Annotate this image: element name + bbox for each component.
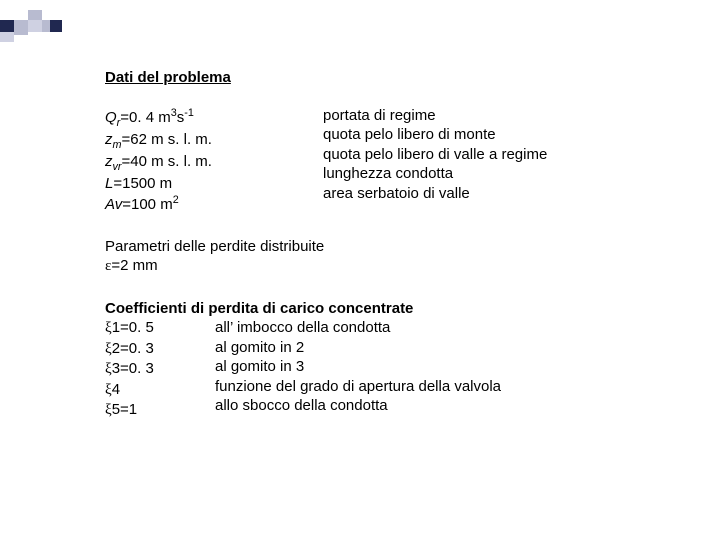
data-definitions: Qr=0. 4 m3s-1zm=62 m s. l. m.zvr=40 m s.…	[105, 106, 665, 215]
coeff-symbol: ξ1=0. 5	[105, 318, 215, 339]
data-description: area serbatoio di valle	[323, 184, 665, 204]
slide-decoration	[0, 0, 720, 40]
deco-block	[42, 20, 50, 32]
deco-block	[14, 20, 28, 32]
distributed-losses-params: Parametri delle perdite distribuite ε=2 …	[105, 237, 665, 277]
data-symbol: Av=100 m2	[105, 193, 323, 215]
coeff-description: funzione del grado di apertura della val…	[215, 377, 665, 397]
deco-block	[50, 20, 62, 32]
coeff-description: al gomito in 3	[215, 357, 665, 377]
coeff-symbol: ξ2=0. 3	[105, 339, 215, 360]
deco-block	[0, 20, 14, 32]
deco-block	[14, 32, 28, 35]
coeff-symbol: ξ3=0. 3	[105, 359, 215, 380]
data-description: quota pelo libero di monte	[323, 125, 665, 145]
deco-block	[0, 32, 14, 42]
coeff-description: all’ imbocco della condotta	[215, 318, 665, 338]
slide-content: Dati del problema Qr=0. 4 m3s-1zm=62 m s…	[105, 68, 665, 421]
coeff-description: al gomito in 2	[215, 338, 665, 358]
coeff-description: allo sbocco della condotta	[215, 396, 665, 416]
data-symbol: L=1500 m	[105, 174, 323, 194]
section-title: Dati del problema	[105, 68, 665, 88]
deco-block	[28, 20, 42, 32]
data-symbol: zvr=40 m s. l. m.	[105, 152, 323, 174]
concentrated-loss-coefficients: Coefficienti di perdita di carico concen…	[105, 299, 665, 421]
deco-block	[28, 10, 42, 20]
coeff-symbol: ξ4	[105, 380, 215, 401]
coeff-title: Coefficienti di perdita di carico concen…	[105, 299, 665, 319]
data-symbol: zm=62 m s. l. m.	[105, 130, 323, 152]
coeff-symbol: ξ5=1	[105, 400, 215, 421]
param-epsilon: ε=2 mm	[105, 256, 665, 277]
data-symbol: Qr=0. 4 m3s-1	[105, 106, 323, 130]
data-description: portata di regime	[323, 106, 665, 126]
data-description: lunghezza condotta	[323, 164, 665, 184]
data-description: quota pelo libero di valle a regime	[323, 145, 665, 165]
param-title: Parametri delle perdite distribuite	[105, 237, 665, 257]
